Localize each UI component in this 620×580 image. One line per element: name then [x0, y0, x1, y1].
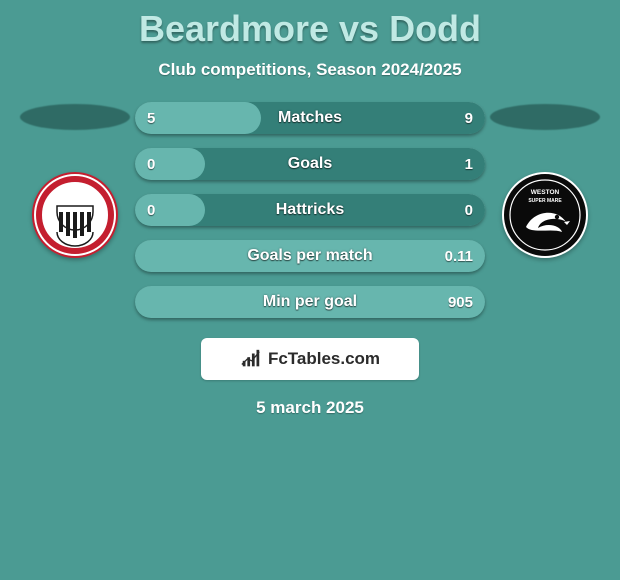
stat-bar: 905Min per goal	[135, 286, 485, 318]
stat-bar: 00Hattricks	[135, 194, 485, 226]
bar-fill	[135, 286, 485, 318]
svg-text:WESTON: WESTON	[531, 189, 560, 196]
left-player-shadow	[20, 104, 130, 130]
comparison-card: Beardmore vs Dodd Club competitions, Sea…	[0, 0, 620, 580]
stat-bars: 59Matches 01Goals 00Hattricks 0.11Goals per…	[135, 102, 485, 318]
right-player-shadow	[490, 104, 600, 130]
stat-bar: 01Goals	[135, 148, 485, 180]
bar-fill	[135, 148, 205, 180]
stat-bar: 59Matches	[135, 102, 485, 134]
chart-icon	[240, 348, 262, 370]
page-title: Beardmore vs Dodd	[139, 8, 481, 50]
date-text: 5 march 2025	[256, 398, 364, 418]
brand-box: FcTables.com	[201, 338, 419, 380]
weston-badge-icon: WESTON SUPER MARE	[502, 172, 588, 258]
left-team-crest: BATH CITY	[32, 172, 118, 258]
right-side: WESTON SUPER MARE	[485, 102, 605, 258]
bar-fill	[135, 102, 261, 134]
svg-text:SUPER MARE: SUPER MARE	[528, 198, 562, 204]
brand-text: FcTables.com	[268, 349, 380, 369]
left-side: BATH CITY	[15, 102, 135, 258]
bar-fill	[135, 240, 485, 272]
bar-fill	[135, 194, 205, 226]
stat-bar: 0.11Goals per match	[135, 240, 485, 272]
middle-section: BATH CITY 59Matches 01Goals 00Hattricks 0.1…	[0, 102, 620, 318]
subtitle: Club competitions, Season 2024/2025	[158, 60, 461, 80]
right-team-crest: WESTON SUPER MARE	[502, 172, 588, 258]
svg-text:BATH CITY: BATH CITY	[59, 191, 91, 197]
bath-city-badge-icon: BATH CITY	[32, 172, 118, 258]
